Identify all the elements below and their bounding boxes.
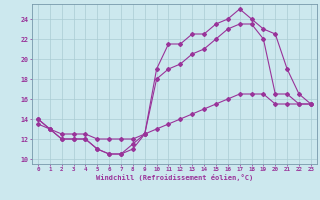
X-axis label: Windchill (Refroidissement éolien,°C): Windchill (Refroidissement éolien,°C): [96, 174, 253, 181]
